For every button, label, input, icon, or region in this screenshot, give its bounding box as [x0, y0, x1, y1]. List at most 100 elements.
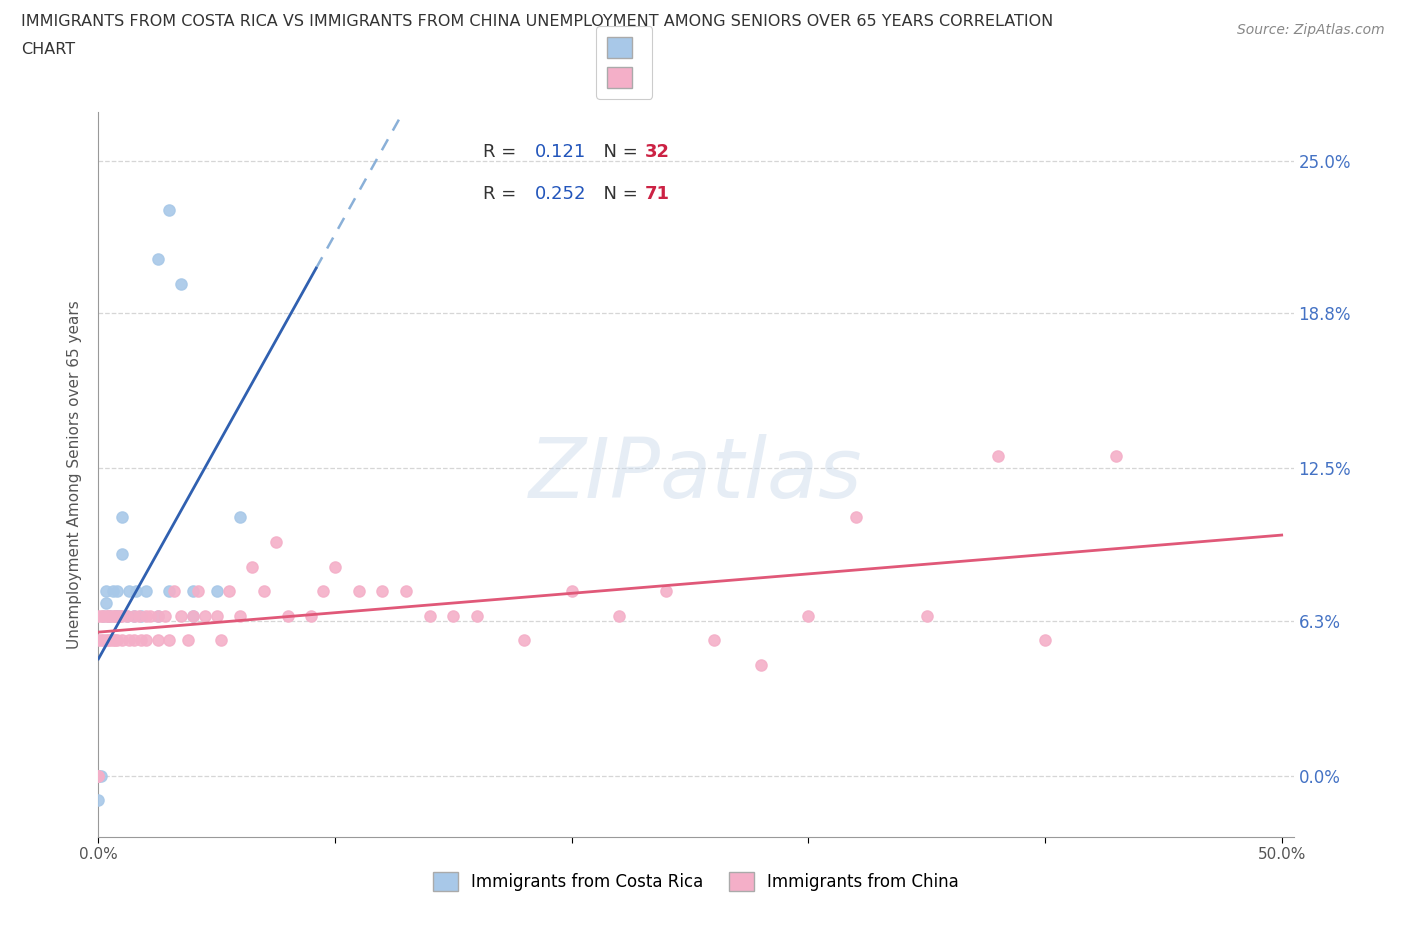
Point: [101, 608, 124, 623]
Point: [135, 632, 157, 647]
Point: [163, 584, 186, 599]
Point: [264, 535, 287, 550]
Point: [987, 448, 1010, 463]
Point: [135, 584, 157, 599]
Point: [87, 768, 110, 783]
Point: [90, 632, 112, 647]
Y-axis label: Unemployment Among Seniors over 65 years: Unemployment Among Seniors over 65 years: [67, 300, 83, 649]
Point: [157, 632, 180, 647]
Point: [129, 632, 152, 647]
Point: [87, 792, 110, 807]
Point: [157, 203, 180, 218]
Text: Source: ZipAtlas.com: Source: ZipAtlas.com: [1237, 23, 1385, 37]
Point: [91, 632, 114, 647]
Point: [797, 608, 820, 623]
Point: [312, 584, 335, 599]
Point: [181, 608, 204, 623]
Point: [607, 608, 630, 623]
Point: [125, 584, 148, 599]
Text: 0.252: 0.252: [534, 184, 586, 203]
Point: [181, 608, 204, 623]
Point: [187, 584, 209, 599]
Point: [94, 608, 117, 623]
Point: [104, 632, 127, 647]
Point: [229, 510, 252, 525]
Point: [115, 608, 138, 623]
Point: [465, 608, 488, 623]
Point: [181, 584, 204, 599]
Point: [229, 608, 252, 623]
Point: [105, 632, 128, 647]
Text: 71: 71: [644, 184, 669, 203]
Point: [146, 608, 169, 623]
Point: [98, 608, 121, 623]
Point: [98, 608, 121, 623]
Point: [655, 584, 678, 599]
Point: [513, 632, 536, 647]
Point: [299, 608, 322, 623]
Point: [253, 584, 276, 599]
Point: [122, 632, 145, 647]
Text: IMMIGRANTS FROM COSTA RICA VS IMMIGRANTS FROM CHINA UNEMPLOYMENT AMONG SENIORS O: IMMIGRANTS FROM COSTA RICA VS IMMIGRANTS…: [21, 14, 1053, 29]
Point: [128, 608, 150, 623]
Point: [157, 584, 180, 599]
Point: [87, 768, 110, 783]
Point: [111, 632, 134, 647]
Point: [111, 608, 134, 623]
Point: [101, 632, 124, 647]
Point: [240, 559, 263, 574]
Point: [94, 632, 117, 647]
Point: [135, 608, 157, 623]
Point: [323, 559, 346, 574]
Point: [205, 608, 228, 623]
Point: [146, 608, 169, 623]
Text: R =: R =: [484, 143, 522, 161]
Point: [87, 608, 110, 623]
Text: N =: N =: [592, 143, 644, 161]
Point: [111, 547, 134, 562]
Point: [146, 252, 169, 267]
Point: [194, 608, 217, 623]
Point: [101, 584, 124, 599]
Point: [111, 510, 134, 525]
Point: [170, 608, 193, 623]
Point: [97, 608, 120, 623]
Text: 32: 32: [644, 143, 669, 161]
Point: [98, 632, 121, 647]
Text: ZIPatlas: ZIPatlas: [529, 433, 863, 515]
Point: [441, 608, 464, 623]
Point: [97, 608, 120, 623]
Point: [91, 608, 114, 623]
Point: [90, 608, 112, 623]
Point: [129, 608, 152, 623]
Point: [87, 768, 110, 783]
Point: [94, 584, 117, 599]
Point: [87, 632, 110, 647]
Point: [177, 632, 200, 647]
Point: [170, 276, 193, 291]
Point: [87, 768, 110, 783]
Point: [395, 584, 418, 599]
Text: CHART: CHART: [21, 42, 75, 57]
Point: [105, 584, 128, 599]
Point: [845, 510, 868, 525]
Point: [277, 608, 299, 623]
Point: [105, 608, 128, 623]
Point: [153, 608, 176, 623]
Legend: Immigrants from Costa Rica, Immigrants from China: Immigrants from Costa Rica, Immigrants f…: [426, 865, 966, 897]
Text: 0.121: 0.121: [534, 143, 586, 161]
Point: [94, 596, 117, 611]
Point: [108, 608, 131, 623]
Point: [139, 608, 162, 623]
Point: [347, 584, 370, 599]
Point: [915, 608, 938, 623]
Point: [371, 584, 394, 599]
Point: [749, 658, 772, 672]
Point: [91, 608, 114, 623]
Point: [419, 608, 441, 623]
Point: [118, 584, 141, 599]
Point: [87, 768, 110, 783]
Point: [1105, 448, 1128, 463]
Point: [104, 608, 127, 623]
Point: [108, 608, 131, 623]
